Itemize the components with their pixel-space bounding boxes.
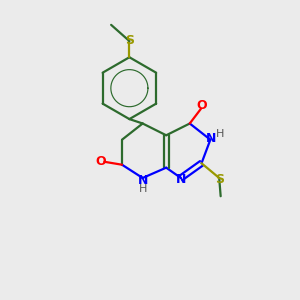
- Text: H: H: [139, 184, 147, 194]
- Text: S: S: [215, 172, 224, 186]
- Text: H: H: [216, 129, 225, 140]
- Text: N: N: [137, 174, 148, 187]
- Text: O: O: [95, 155, 106, 168]
- Text: S: S: [125, 34, 134, 47]
- Text: N: N: [176, 172, 187, 186]
- Text: N: N: [206, 132, 216, 145]
- Text: O: O: [196, 99, 207, 112]
